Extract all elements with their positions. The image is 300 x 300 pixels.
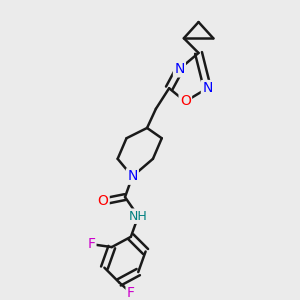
Text: F: F bbox=[127, 286, 135, 300]
Text: N: N bbox=[127, 169, 137, 184]
Text: N: N bbox=[174, 62, 184, 76]
Text: O: O bbox=[98, 194, 108, 208]
Text: NH: NH bbox=[129, 210, 148, 223]
Text: F: F bbox=[87, 237, 95, 251]
Text: O: O bbox=[180, 94, 191, 109]
Text: N: N bbox=[202, 81, 212, 95]
